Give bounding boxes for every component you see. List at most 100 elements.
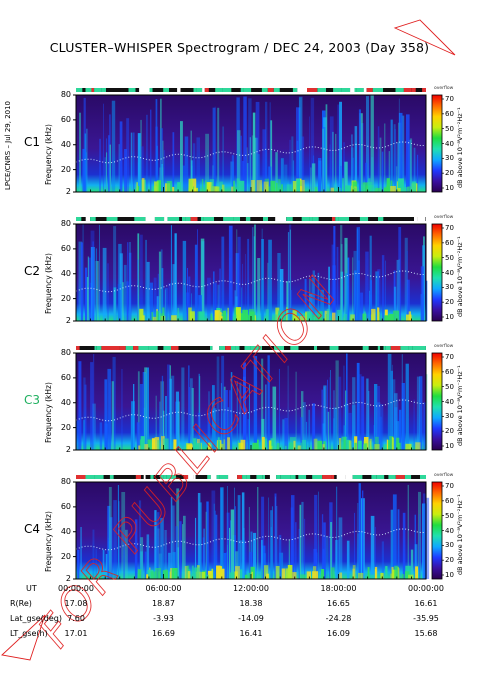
ephemeris-value: 12:00:00: [233, 584, 269, 593]
y-tick-label: 80: [60, 477, 71, 486]
colorbar-tick-label: 30: [445, 283, 454, 292]
panel-c4: [73, 475, 444, 580]
page-title: CLUSTER–WHISPER Spectrogram / DEC 24, 20…: [49, 40, 430, 55]
y-tick-label: 20: [60, 164, 71, 174]
ephemeris-value: 16.61: [414, 599, 438, 608]
colorbar-tick-label: 40: [445, 397, 454, 406]
colorbar-tick-label: 20: [445, 298, 454, 307]
colorbar-tick-label: 20: [445, 427, 454, 436]
ephemeris-value: 16.41: [239, 629, 263, 638]
ephemeris-value: 00:00:00: [408, 584, 444, 593]
y-axis-title: Frequency (kHz): [44, 253, 53, 314]
colorbar-tick-label: 70: [445, 95, 454, 103]
colorbar-tick-label: 10: [445, 571, 454, 579]
y-tick-label: 60: [60, 114, 71, 124]
y-axis-title: Frequency (kHz): [44, 124, 53, 185]
panel-c3: [73, 346, 444, 451]
ephemeris-label: Lat_gse(deg): [10, 614, 62, 623]
y-tick-label: 80: [60, 219, 71, 228]
colorbar-tick-label: 10: [445, 184, 454, 192]
colorbar-title: dB above 10⁻⁸V²m⁻²Hz⁻¹: [456, 107, 464, 188]
colorbar-tick-label: 10: [445, 313, 454, 321]
ephemeris-value: 17.08: [64, 599, 88, 608]
colorbar-title: dB above 10⁻⁸V²m⁻²Hz⁻¹: [456, 236, 464, 317]
y-tick-label: 60: [60, 372, 71, 382]
status-bar: [76, 88, 426, 92]
ephemeris-label: UT: [26, 584, 37, 593]
y-tick-label: 2: [65, 316, 71, 325]
panels-group: [73, 88, 444, 580]
colorbar-tick-label: 50: [445, 382, 454, 391]
colorbar-tick-label: 30: [445, 154, 454, 163]
panel-label-c3: C3: [24, 393, 41, 407]
y-axis-title: Frequency (kHz): [44, 382, 53, 443]
y-axis-title: Frequency (kHz): [44, 511, 53, 572]
y-tick-label: 20: [60, 422, 71, 432]
colorbar-tick-label: 40: [445, 526, 454, 535]
colorbar-tick-label: 40: [445, 268, 454, 277]
spectrogram: [75, 482, 430, 579]
colorbar-tick-label: 60: [445, 496, 454, 505]
ephemeris-value: 17.01: [64, 629, 88, 638]
colorbar-tick-label: 30: [445, 541, 454, 550]
ephemeris-label: LT_gse(h): [10, 629, 48, 638]
ephemeris-value: 15.68: [414, 629, 438, 638]
colorbar-tick-label: 50: [445, 253, 454, 262]
status-bar: [76, 475, 426, 479]
ephemeris-value: 16.65: [327, 599, 350, 608]
status-bar: [76, 346, 426, 350]
colorbar-tick-label: 10: [445, 442, 454, 450]
panel-label-c4: C4: [24, 522, 41, 536]
status-bar: [76, 217, 426, 221]
panel-label-c2: C2: [24, 264, 41, 278]
y-tick-label: 20: [60, 551, 71, 561]
ephemeris-value: -35.95: [413, 614, 439, 623]
ephemeris-value: -14.09: [238, 614, 264, 623]
colorbar-tick-label: 70: [445, 353, 454, 361]
spectrogram: [75, 95, 427, 192]
ephemeris-value: 7.60: [67, 614, 85, 623]
y-tick-label: 80: [60, 348, 71, 357]
ephemeris-value: -24.28: [325, 614, 352, 623]
colorbar-tick-label: 50: [445, 511, 454, 520]
colorbar-tick-label: 60: [445, 367, 454, 376]
colorbar-tick-label: 30: [445, 412, 454, 421]
ephemeris-value: 16.69: [152, 629, 175, 638]
colorbar-overflow-label: overflow: [434, 473, 454, 478]
colorbar-tick-label: 20: [445, 556, 454, 565]
y-tick-label: 40: [60, 526, 71, 536]
colorbar-tick-label: 60: [445, 109, 454, 118]
spectrogram: [75, 353, 428, 450]
y-tick-label: 2: [65, 445, 71, 454]
watermark-stroke: [1, 614, 46, 661]
ephemeris-value: 16.09: [327, 629, 350, 638]
colorbar-tick-label: 50: [445, 124, 454, 133]
ephemeris-value: -3.93: [153, 614, 174, 623]
ephemeris-label: R(Re): [10, 599, 32, 608]
ephemeris-value: 18:00:00: [320, 584, 357, 593]
colorbar-tick-label: 20: [445, 169, 454, 178]
y-tick-label: 40: [60, 397, 71, 407]
y-tick-label: 2: [65, 574, 71, 583]
panel-c1: [73, 88, 444, 193]
y-tick-label: 60: [60, 243, 71, 253]
colorbar: [431, 223, 444, 322]
colorbar-title: dB above 10⁻⁸V²m⁻²Hz⁻¹: [456, 365, 464, 446]
colorbar: [431, 481, 444, 580]
panel-c2: [73, 217, 444, 322]
colorbar-overflow-label: overflow: [434, 215, 454, 220]
y-tick-label: 80: [60, 90, 71, 99]
y-tick-label: 60: [60, 501, 71, 511]
colorbar-title: dB above 10⁻⁸V²m⁻²Hz⁻¹: [456, 494, 464, 575]
watermark-stroke: [393, 19, 456, 56]
ephemeris-value: 18.87: [152, 599, 175, 608]
colorbar-overflow-label: overflow: [434, 344, 454, 349]
ephemeris-value: 00:00:00: [58, 584, 94, 593]
colorbar-tick-label: 70: [445, 482, 454, 490]
y-tick-label: 20: [60, 293, 71, 303]
colorbar-overflow-label: overflow: [434, 86, 454, 91]
colorbar-tick-label: 40: [445, 139, 454, 148]
spectrogram: [75, 224, 428, 321]
colorbar: [431, 94, 444, 193]
